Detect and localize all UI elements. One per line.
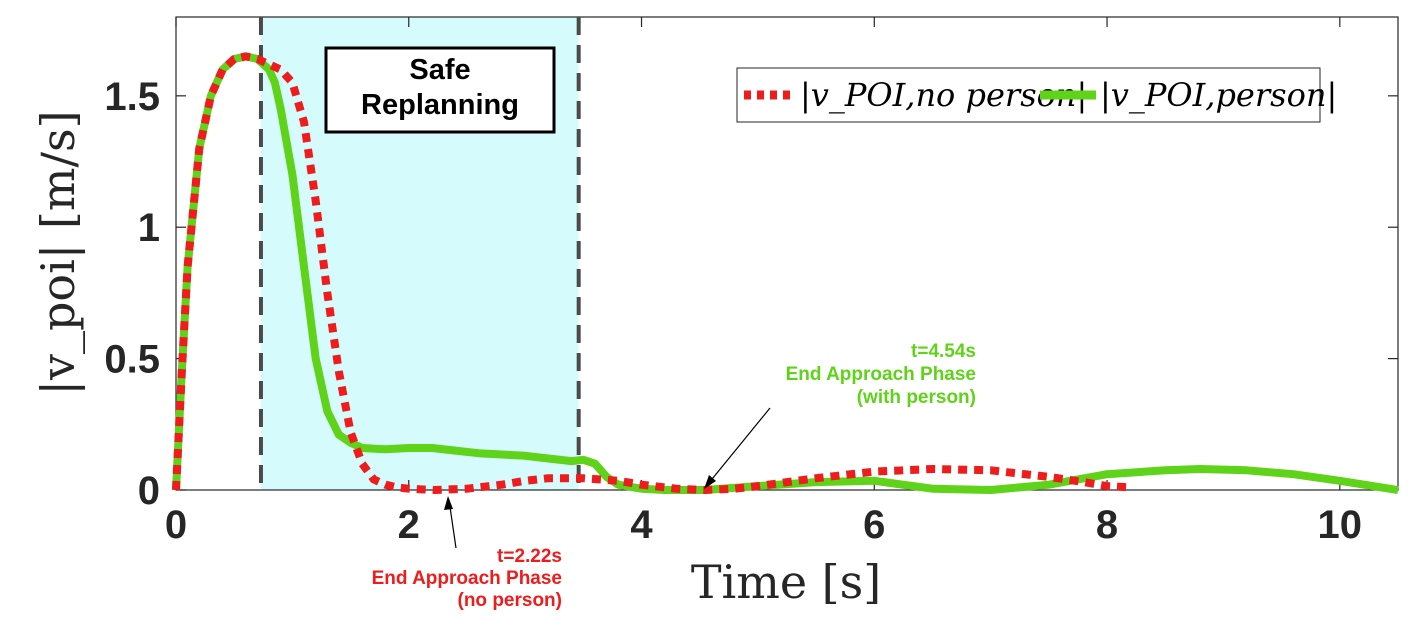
x-tick-label: 2 — [398, 503, 420, 547]
x-tick-label: 6 — [863, 503, 885, 547]
legend-label-person: |v_POI,person| — [1100, 76, 1337, 114]
axes-box — [175, 16, 1399, 491]
legend-label-no-person: |v_POI,no person| — [800, 76, 1087, 114]
x-tick-label: 4 — [630, 503, 653, 547]
y-tick-label: 1.5 — [104, 75, 160, 119]
series-line-person — [172, 52, 1399, 494]
annotation-no-person-line-3: (no person) — [458, 590, 563, 611]
x-tick-label: 0 — [165, 503, 187, 547]
x-axis-label: Time [s] — [691, 555, 881, 609]
y-tick-label: 0.5 — [104, 338, 160, 382]
annotation-no-person-arrowhead — [444, 496, 453, 510]
annotation-with-person-arrow — [707, 407, 771, 485]
y-tick-label: 0 — [138, 469, 160, 513]
annotation-with-person-line-1: t=4.54s — [911, 341, 976, 362]
annotation-no-person-line-1: t=2.22s — [497, 546, 562, 567]
annotation-with-person-line-3: (with person) — [857, 387, 976, 408]
annotation-with-person-line-2: End Approach Phase — [786, 364, 976, 385]
legend: |v_POI,no person| |v_POI,person| — [736, 67, 1337, 123]
safe-replanning-box: Safe Replanning — [324, 46, 556, 134]
series-line-no-person — [172, 52, 1131, 494]
annotation-no-person-line-2: End Approach Phase — [372, 568, 562, 589]
annotation-no-person: t=2.22s End Approach Phase (no person) — [372, 496, 562, 611]
y-tick-label: 1 — [138, 206, 160, 250]
x-tick-label: 10 — [1318, 503, 1363, 547]
annotation-with-person-arrowhead — [704, 475, 716, 489]
annotation-with-person: t=4.54s End Approach Phase (with person) — [704, 341, 976, 489]
safe-replanning-line-2: Replanning — [361, 89, 519, 121]
safe-replanning-line-1: Safe — [409, 54, 470, 86]
x-tick-label: 8 — [1096, 503, 1118, 547]
y-axis-label: |v_poi| [m/s] — [31, 110, 85, 395]
